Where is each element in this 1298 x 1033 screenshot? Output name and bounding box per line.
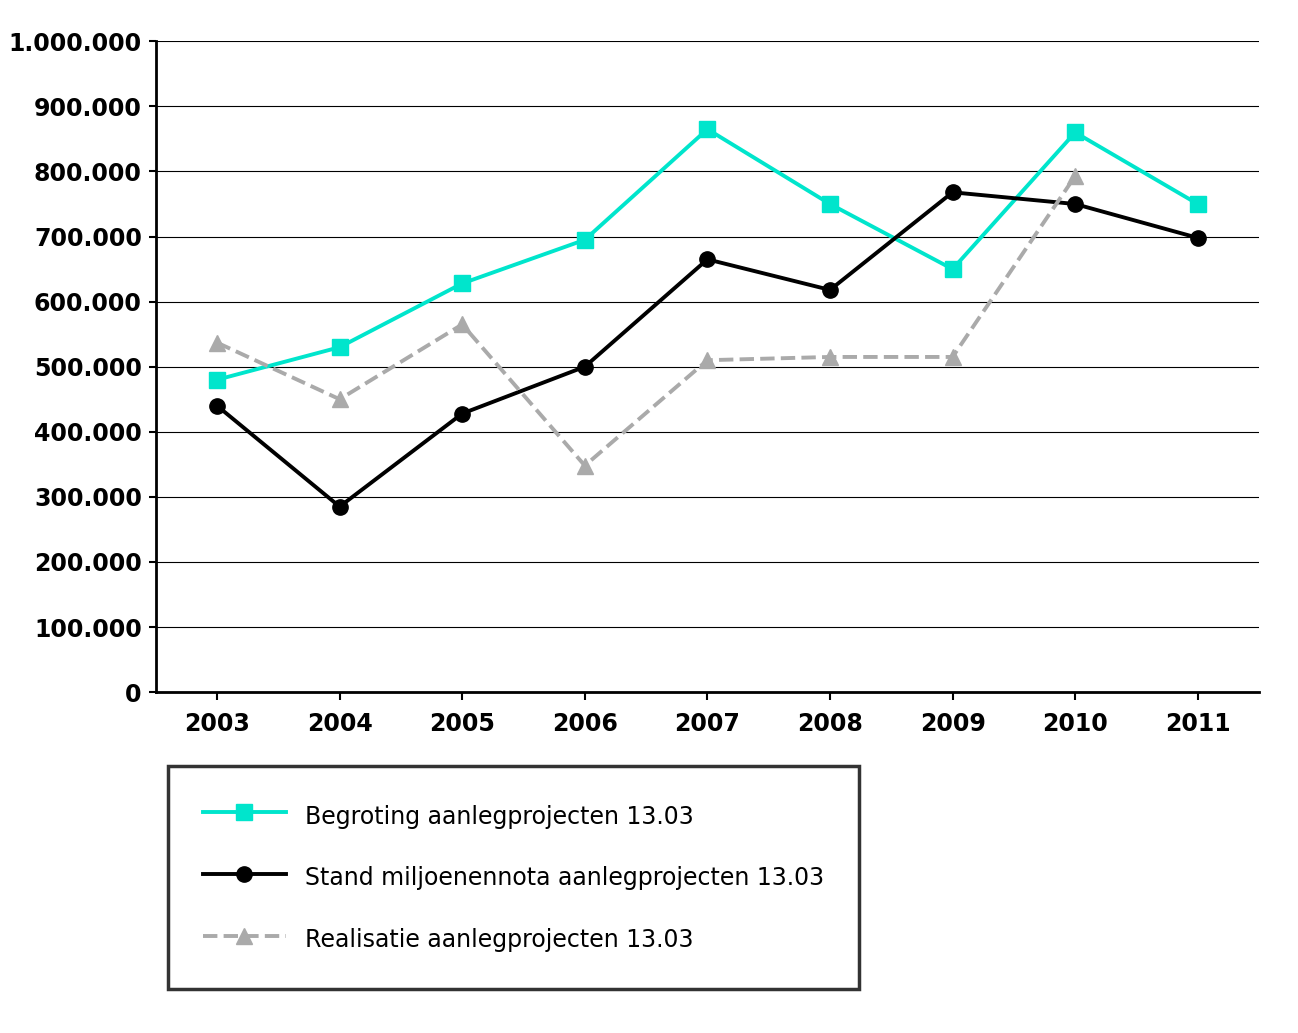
Legend: Begroting aanlegprojecten 13.03, Stand miljoenennota aanlegprojecten 13.03, Real: Begroting aanlegprojecten 13.03, Stand m… [167,765,859,990]
